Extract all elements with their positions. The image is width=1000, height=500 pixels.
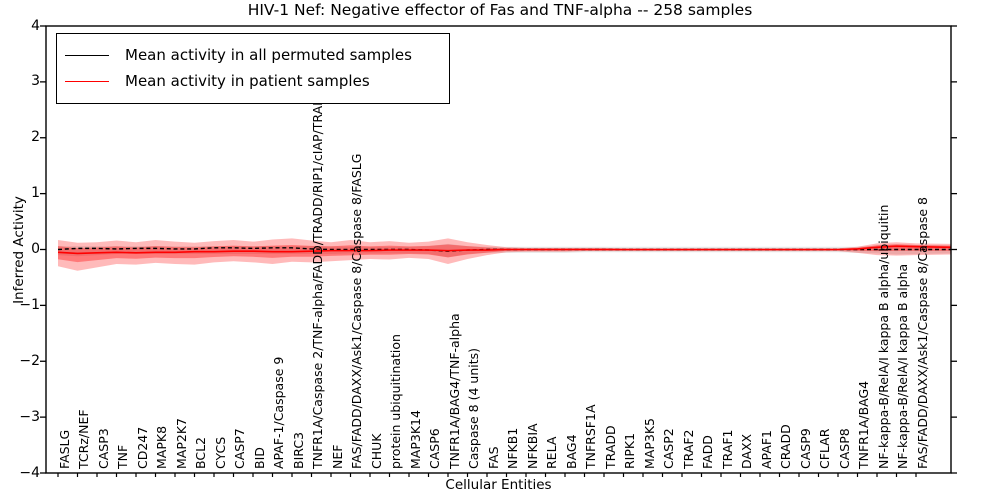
y-tick-label: 1 (31, 185, 40, 202)
legend-line-sample-black (65, 54, 109, 56)
legend: Mean activity in all permuted samples Me… (56, 33, 450, 104)
line-patient-mean (57, 245, 951, 255)
chart-title: HIV-1 Nef: Negative effector of Fas and … (247, 1, 753, 19)
y-tick-label: −4 (19, 464, 40, 481)
legend-line-sample-red (65, 80, 109, 82)
band-patient (58, 238, 951, 271)
y-tick-label: −2 (19, 352, 40, 369)
x-axis-label: Cellular Entities (445, 477, 552, 493)
legend-entry-permuted: Mean activity in all permuted samples (65, 43, 449, 67)
legend-label: Mean activity in all permuted samples (125, 46, 412, 64)
y-tick-label: −3 (19, 408, 40, 425)
y-tick-label: 2 (31, 129, 40, 146)
y-tick-label: 0 (31, 241, 40, 257)
band-permuted (58, 243, 951, 258)
y-tick-label: −1 (19, 296, 40, 313)
legend-label: Mean activity in patient samples (125, 72, 370, 90)
y-tick-label: 4 (31, 17, 40, 34)
y-tick-label: 3 (31, 73, 40, 90)
band-inner (58, 244, 951, 263)
legend-entry-patient: Mean activity in patient samples (65, 69, 449, 93)
